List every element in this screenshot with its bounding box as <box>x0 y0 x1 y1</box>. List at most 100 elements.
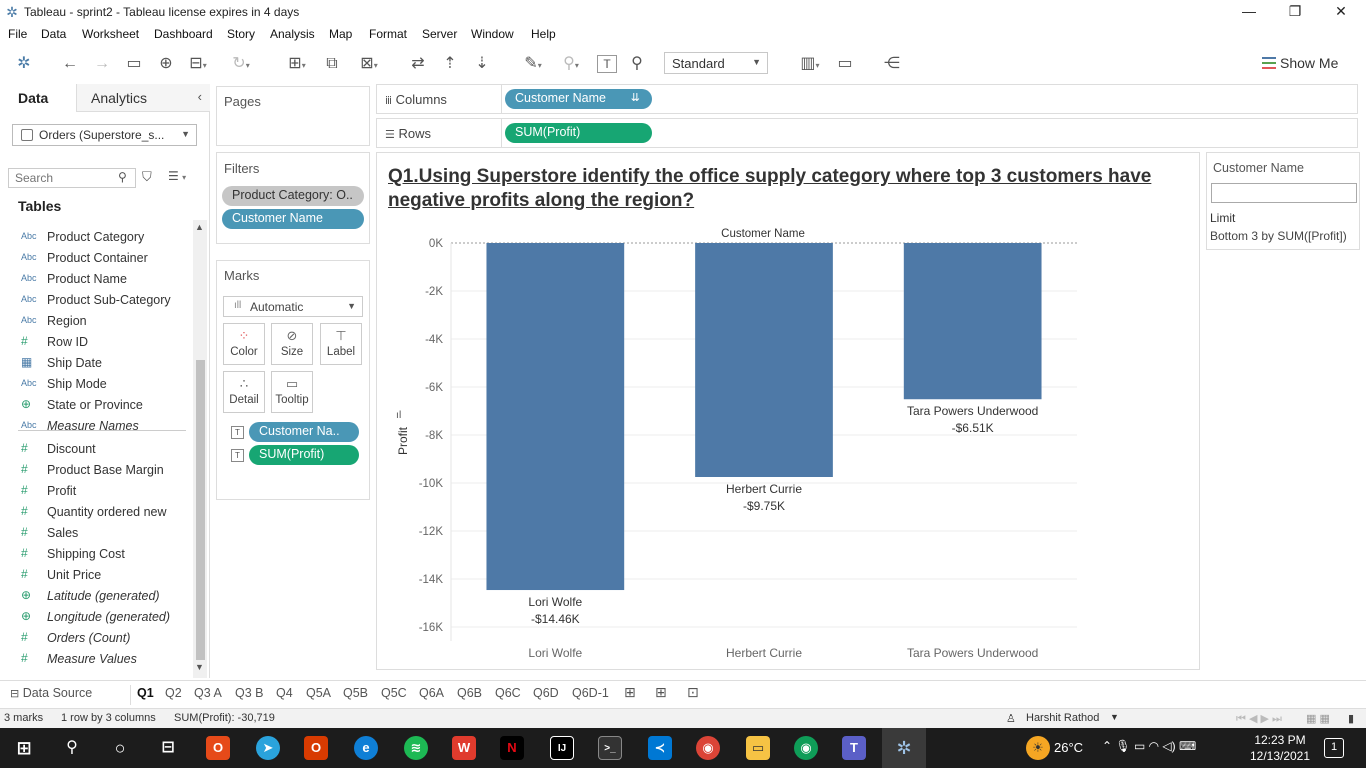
show-me-button[interactable]: Show Me <box>1262 55 1338 71</box>
weather-icon[interactable]: ☀ <box>1026 736 1050 760</box>
office-icon-2[interactable]: O <box>304 736 328 760</box>
new-dashboard-icon[interactable]: ⊞ <box>655 684 667 700</box>
field-item[interactable]: ⊕ State or Province <box>0 396 192 416</box>
label-encoding-icon[interactable]: T <box>231 449 244 462</box>
chrome-profile-icon[interactable]: ◉ <box>794 736 818 760</box>
customer-name-input[interactable] <box>1211 183 1357 203</box>
marks-pill-sum-profit[interactable]: SUM(Profit) <box>249 445 359 465</box>
redo-icon[interactable]: → <box>94 55 110 72</box>
filters-card[interactable]: Filters Product Category: O.. Customer N… <box>216 152 370 244</box>
tab-q2[interactable]: Q2 <box>165 686 182 700</box>
teams-icon[interactable]: T <box>842 736 866 760</box>
field-item[interactable]: Abc Product Sub-Category <box>0 291 192 311</box>
file-explorer-icon[interactable]: ▭ <box>746 736 770 760</box>
menu-analysis[interactable]: Analysis <box>270 27 315 41</box>
tab-q3b[interactable]: Q3 B <box>235 686 264 700</box>
search-icon[interactable]: ⚲ <box>118 170 127 184</box>
highlight-icon[interactable]: ✎▾ <box>524 55 542 72</box>
rows-pill-sum-profit[interactable]: SUM(Profit) <box>505 123 652 143</box>
field-item[interactable]: Abc Measure Names <box>0 417 192 437</box>
tab-q1[interactable]: Q1 <box>137 686 154 700</box>
field-item[interactable]: ⊕ Latitude (generated) <box>0 587 192 607</box>
new-worksheet-icon[interactable]: ⊞▾ <box>288 55 306 72</box>
tab-q6a[interactable]: Q6A <box>419 686 445 700</box>
refresh-icon[interactable]: ↻▾ <box>232 55 250 72</box>
tab-q5b[interactable]: Q5B <box>343 686 369 700</box>
menu-help[interactable]: Help <box>531 27 556 41</box>
field-item[interactable]: # Shipping Cost <box>0 545 192 565</box>
menu-map[interactable]: Map <box>329 27 353 41</box>
filter-icon[interactable]: ⛉ <box>142 169 152 184</box>
new-worksheet-icon[interactable]: ⊞ <box>624 684 636 700</box>
field-item[interactable]: Abc Product Name <box>0 270 192 290</box>
filter-pill-product-category[interactable]: Product Category: O.. <box>222 186 364 206</box>
scroll-thumb[interactable] <box>196 360 205 660</box>
undo-icon[interactable]: ← <box>62 55 78 72</box>
wps-icon[interactable]: W <box>452 736 476 760</box>
search-input[interactable] <box>8 168 136 188</box>
weather-temperature[interactable]: 26°C <box>1054 740 1084 755</box>
sheet-navigation-icons[interactable]: ⏮ ◀ ▶ ⏭ <box>1236 713 1282 725</box>
close-button[interactable]: ✕ <box>1335 3 1347 19</box>
tableau-taskbar-icon[interactable]: ✲ <box>882 728 926 768</box>
show-labels-icon[interactable]: T <box>597 55 617 73</box>
telegram-icon[interactable]: ➤ <box>256 736 280 760</box>
columns-shelf[interactable]: ⅲ Columns Customer Name ⇊ <box>376 84 1358 114</box>
spotify-icon[interactable]: ≋ <box>404 736 428 760</box>
filter-pill-customer-name[interactable]: Customer Name <box>222 209 364 229</box>
field-item[interactable]: # Orders (Count) <box>0 629 192 649</box>
sort-ascending-icon[interactable]: ⇡ <box>443 55 457 72</box>
field-item[interactable]: # Quantity ordered new <box>0 503 192 523</box>
field-item[interactable]: # Measure Values <box>0 650 192 670</box>
mark-type-select[interactable]: ıll Automatic ▼ <box>223 296 363 317</box>
tray-clock[interactable]: 12:23 PM 12/13/2021 <box>1248 732 1312 764</box>
field-item[interactable]: ▦ Ship Date <box>0 354 192 374</box>
notification-center-icon[interactable]: 1 <box>1324 738 1344 758</box>
menu-file[interactable]: File <box>8 27 28 41</box>
field-item[interactable]: # Product Base Margin <box>0 461 192 481</box>
size-button[interactable]: ⊘ Size <box>271 323 313 365</box>
field-item[interactable]: Abc Product Category <box>0 228 192 248</box>
grid-view-icon[interactable]: ▦ ▦ <box>1306 713 1330 725</box>
field-item[interactable]: Abc Ship Mode <box>0 375 192 395</box>
scroll-up-icon[interactable]: ▲ <box>195 222 204 232</box>
label-button[interactable]: ⊤ Label <box>320 323 362 365</box>
pages-card[interactable]: Pages <box>216 86 370 146</box>
show-cards-icon[interactable]: ▥▾ <box>800 55 820 72</box>
tooltip-button[interactable]: ▭ Tooltip <box>271 371 313 413</box>
task-view-icon[interactable]: ⊟ <box>161 739 175 756</box>
clear-sheet-icon[interactable]: ⊠▾ <box>360 55 378 72</box>
swap-icon[interactable]: ⇄ <box>411 55 425 72</box>
tab-q6d-1[interactable]: Q6D-1 <box>572 686 609 700</box>
tab-q5a[interactable]: Q5A <box>306 686 332 700</box>
columns-pill-customer-name[interactable]: Customer Name ⇊ <box>505 89 652 109</box>
field-item[interactable]: # Discount <box>0 440 192 460</box>
vscode-icon[interactable]: ≺ <box>648 736 672 760</box>
scroll-down-icon[interactable]: ▼ <box>195 662 204 672</box>
tab-q6c[interactable]: Q6C <box>495 686 521 700</box>
collapse-pane-icon[interactable]: ‹ <box>197 89 202 104</box>
field-item[interactable]: Abc Region <box>0 312 192 332</box>
detail-button[interactable]: ∴ Detail <box>223 371 265 413</box>
menu-worksheet[interactable]: Worksheet <box>82 27 140 41</box>
menu-window[interactable]: Window <box>471 27 514 41</box>
tab-data[interactable]: Data <box>18 90 49 106</box>
chevron-down-icon[interactable]: ▼ <box>1110 712 1119 722</box>
tab-q3a[interactable]: Q3 A <box>194 686 222 700</box>
field-item[interactable]: Abc Product Container <box>0 249 192 269</box>
terminal-icon[interactable]: >_ <box>598 736 622 760</box>
field-item[interactable]: # Profit <box>0 482 192 502</box>
tab-analytics[interactable]: Analytics ‹ <box>76 84 210 112</box>
fit-select[interactable]: Standard ▼ <box>664 52 768 74</box>
tab-q4[interactable]: Q4 <box>276 686 293 700</box>
netflix-icon[interactable]: N <box>500 736 524 760</box>
menu-server[interactable]: Server <box>422 27 458 41</box>
office-icon[interactable]: O <box>206 736 230 760</box>
sort-descending-icon[interactable]: ⇣ <box>475 55 489 72</box>
field-item[interactable]: # Row ID <box>0 333 192 353</box>
new-story-icon[interactable]: ⊡ <box>687 684 699 700</box>
field-item[interactable]: ⊕ Longitude (generated) <box>0 608 192 628</box>
minimize-button[interactable]: — <box>1242 3 1256 19</box>
view-options-icon[interactable]: ☰ ▾ <box>168 169 187 183</box>
windows-start-icon[interactable]: ⊞ <box>16 738 32 758</box>
